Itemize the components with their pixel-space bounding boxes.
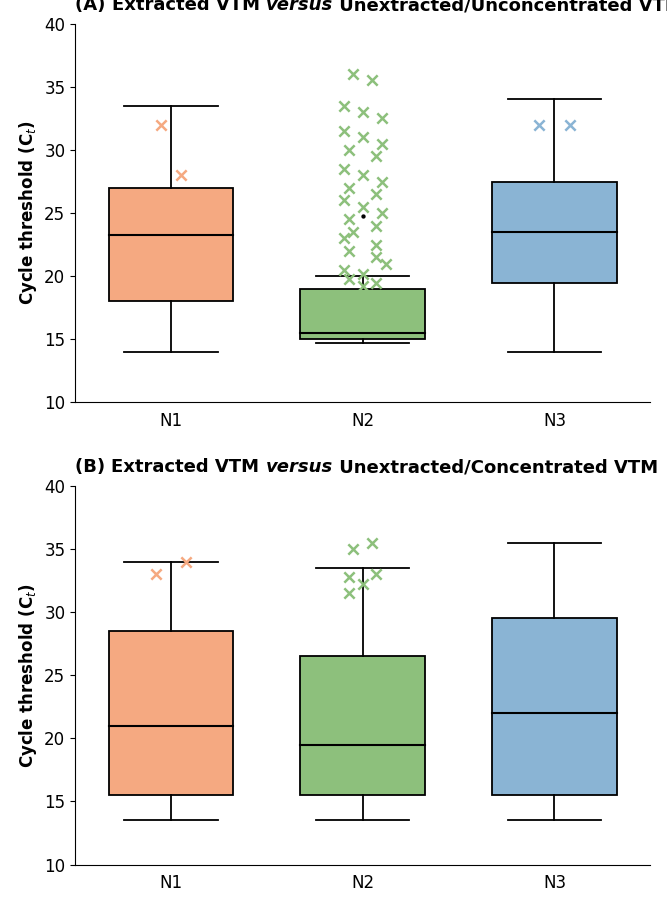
Bar <box>492 182 617 283</box>
Text: Extracted VTM: Extracted VTM <box>111 0 266 15</box>
Point <box>175 168 186 183</box>
Text: Extracted VTM: Extracted VTM <box>111 458 265 476</box>
Point <box>344 143 355 157</box>
Point <box>371 187 382 202</box>
Point <box>371 149 382 164</box>
Point <box>367 535 378 550</box>
Point <box>377 175 388 189</box>
Point <box>377 111 388 125</box>
Point <box>564 117 575 132</box>
Point <box>371 237 382 252</box>
Point <box>367 74 378 88</box>
Point <box>150 567 161 582</box>
Text: Unextracted/Unconcentrated VTM: Unextracted/Unconcentrated VTM <box>334 0 667 15</box>
Point <box>338 98 349 113</box>
Point <box>371 250 382 265</box>
Point <box>358 279 368 294</box>
Text: versus: versus <box>266 0 334 15</box>
Point <box>358 199 368 214</box>
Point <box>348 225 358 239</box>
Text: versus: versus <box>265 458 333 476</box>
Point <box>377 205 388 220</box>
Point <box>358 266 368 281</box>
Point <box>344 244 355 258</box>
Point <box>380 256 391 271</box>
Point <box>358 208 368 223</box>
Text: (A): (A) <box>75 0 111 15</box>
Point <box>344 272 355 286</box>
Bar <box>300 656 425 795</box>
Point <box>338 263 349 277</box>
Point <box>344 181 355 195</box>
Y-axis label: Cycle threshold (C$_t$): Cycle threshold (C$_t$) <box>17 583 39 767</box>
Point <box>358 168 368 183</box>
Point <box>358 105 368 119</box>
Text: Unextracted/Concentrated VTM: Unextracted/Concentrated VTM <box>333 458 658 476</box>
Point <box>371 567 382 582</box>
Bar <box>300 289 425 339</box>
Point <box>348 542 358 556</box>
Point <box>371 218 382 233</box>
Bar <box>492 618 617 795</box>
Point <box>181 554 191 569</box>
Point <box>338 194 349 208</box>
Point <box>344 212 355 226</box>
Point <box>338 162 349 176</box>
Point <box>534 117 544 132</box>
Point <box>358 577 368 592</box>
Point <box>338 231 349 245</box>
Point <box>156 117 167 132</box>
Point <box>377 136 388 151</box>
Point <box>338 124 349 138</box>
Text: (B): (B) <box>75 458 111 476</box>
Point <box>358 130 368 145</box>
Bar <box>109 631 233 795</box>
Point <box>344 586 355 601</box>
Point <box>348 67 358 82</box>
Point <box>344 569 355 584</box>
Point <box>371 275 382 290</box>
Bar <box>109 188 233 302</box>
Y-axis label: Cycle threshold (C$_t$): Cycle threshold (C$_t$) <box>17 121 39 305</box>
